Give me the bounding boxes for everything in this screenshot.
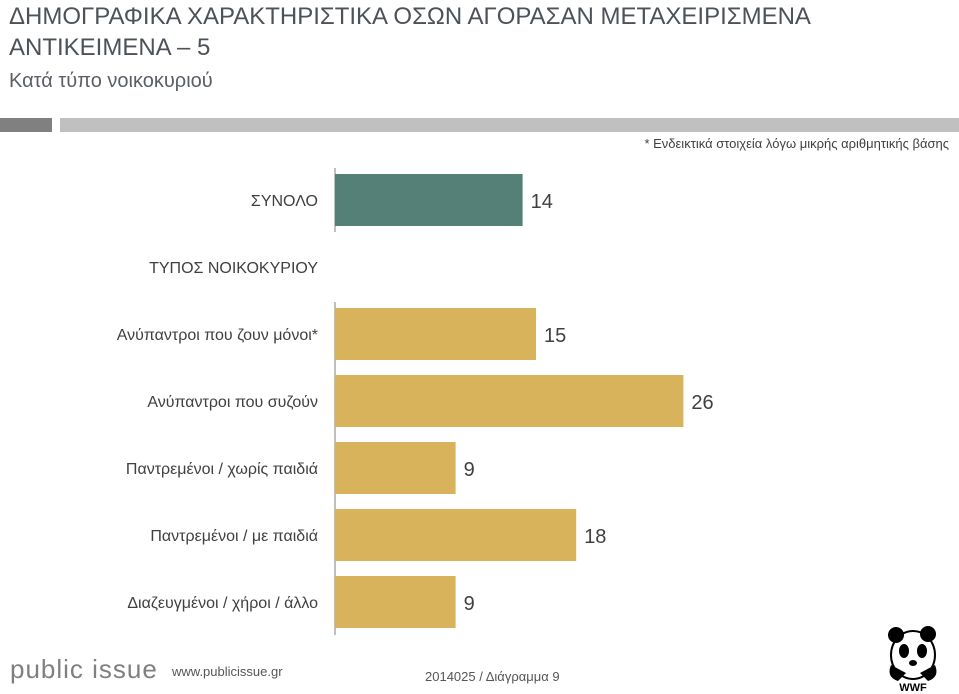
header-divider-light: [60, 118, 959, 132]
sample-size-note: * Ενδεικτικά στοιχεία λόγω μικρής αριθμη…: [644, 136, 949, 151]
category-label-0: ΣΥΝΟΛΟ: [251, 193, 318, 210]
category-label-2: Ανύπαντροι που συζούν: [147, 394, 318, 411]
wwf-text: WWF: [899, 682, 927, 693]
page-subtitle: Κατά τύπο νοικοκυριού: [9, 70, 213, 92]
bar-2: [335, 375, 684, 427]
page-title: ΔΗΜΟΓΡΑΦΙΚΑ ΧΑΡΑΚΤΗΡΙΣΤΙΚΑ ΟΣΩΝ ΑΓΟΡΑΣΑΝ…: [9, 3, 810, 61]
group-header-label: ΤΥΠΟΣ ΝΟΙΚΟΚΥΡΙΟΥ: [149, 260, 318, 277]
category-label-4: Παντρεμένοι / με παιδιά: [150, 528, 318, 545]
bar-1: [335, 308, 536, 360]
bar-4: [335, 509, 577, 561]
bar-0: [335, 174, 523, 226]
bar-chart: ΤΥΠΟΣ ΝΟΙΚΟΚΥΡΙΟΥ ΣΥΝΟΛΟ 14 Ανύπαντροι που …: [117, 168, 714, 635]
data-label-0: 14: [531, 191, 553, 213]
wwf-panda-logo: WWF: [888, 626, 937, 693]
data-label-5: 9: [464, 593, 475, 615]
bar-5: [335, 576, 456, 628]
category-label-1: Ανύπαντροι που ζουν μόνοι*: [117, 327, 318, 344]
footer-url[interactable]: www.publicissue.gr: [172, 664, 283, 679]
data-label-2: 26: [691, 392, 713, 414]
data-label-4: 18: [584, 526, 606, 548]
category-label-5: Διαζευγμένοι / χήροι / άλλο: [127, 595, 318, 612]
public-issue-logo: public issue: [10, 654, 158, 684]
header-divider-dark: [0, 118, 52, 132]
bar-3: [335, 442, 456, 494]
category-label-3: Παντρεμένοι / χωρίς παιδιά: [126, 461, 318, 478]
data-label-1: 15: [544, 325, 566, 347]
footer-chart-code: 2014025 / Διάγραμμα 9: [425, 669, 560, 684]
data-label-3: 9: [464, 459, 475, 481]
